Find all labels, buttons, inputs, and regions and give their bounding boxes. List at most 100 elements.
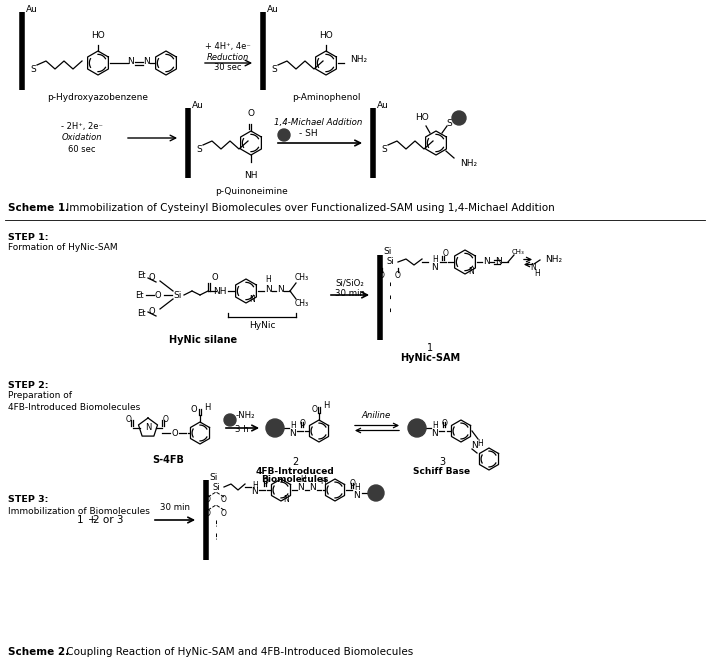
Text: Si: Si [174,291,182,299]
Text: N: N [251,487,258,496]
Text: Immobilization of Biomolecules: Immobilization of Biomolecules [8,506,150,516]
Text: N: N [354,491,361,500]
Text: Au: Au [192,101,204,109]
Text: HO: HO [319,30,333,40]
Text: H: H [290,422,296,430]
Text: N: N [297,483,305,493]
Text: Au: Au [377,101,389,109]
Text: O: O [221,508,227,518]
Text: HyNic-SAM: HyNic-SAM [400,353,460,363]
Text: HO: HO [415,113,429,122]
Text: O: O [155,291,161,299]
Text: CH₃: CH₃ [512,249,525,255]
Text: Aniline: Aniline [361,410,390,420]
Text: Au: Au [267,5,279,13]
Text: H: H [432,422,438,430]
Text: 60 sec: 60 sec [68,144,96,154]
Text: N: N [471,442,477,451]
Text: STEP 3:: STEP 3: [8,495,48,504]
Text: p-Aminophenol: p-Aminophenol [292,93,360,101]
Text: O: O [350,479,356,489]
Text: H: H [354,483,360,493]
Circle shape [452,111,466,125]
Text: 1: 1 [77,515,83,525]
Text: H: H [432,256,438,265]
Text: - SH: - SH [299,128,317,138]
Text: CH₃: CH₃ [295,299,309,308]
Text: Si/SiO₂: Si/SiO₂ [336,279,364,287]
Text: Oxidation: Oxidation [62,134,102,142]
Text: N: N [128,58,134,66]
Text: N: N [249,295,255,305]
Text: p-Hydroxyazobenzene: p-Hydroxyazobenzene [48,93,148,101]
Text: Schiff Base: Schiff Base [413,467,471,475]
Text: 4FB-Introduced: 4FB-Introduced [256,467,334,475]
Circle shape [224,414,236,426]
Text: Et: Et [135,291,143,299]
Text: Preparation of: Preparation of [8,391,72,401]
Text: H: H [300,475,306,485]
Text: N: N [530,263,536,273]
Text: NH: NH [213,287,226,295]
Text: O: O [263,477,269,487]
Text: O: O [311,404,317,414]
Text: H: H [204,404,210,412]
Text: Et: Et [137,271,146,281]
Text: Biomolecules: Biomolecules [261,475,329,485]
Text: N: N [432,263,438,273]
Text: O: O [300,418,306,428]
Text: NH₂: NH₂ [545,256,562,265]
Text: O: O [211,273,218,281]
Text: O: O [190,406,197,414]
Text: Si: Si [383,248,391,256]
Circle shape [368,485,384,501]
Text: N: N [483,256,489,265]
Text: N: N [277,285,283,293]
Circle shape [266,419,284,437]
Text: Au: Au [26,5,38,13]
Text: Scheme 2.: Scheme 2. [8,647,69,657]
Text: Si: Si [212,483,220,491]
Text: H: H [323,401,329,410]
Text: 30 sec: 30 sec [214,64,241,73]
Text: O: O [442,418,448,428]
Text: p-Quinoneimine: p-Quinoneimine [214,187,288,197]
Text: N: N [283,495,289,504]
Text: CH₃: CH₃ [295,273,309,283]
Text: 2: 2 [292,457,298,467]
Text: Coupling Reaction of HyNic-SAM and 4FB-Introduced Biomolecules: Coupling Reaction of HyNic-SAM and 4FB-I… [63,647,413,657]
Text: - 2H⁺, 2e⁻: - 2H⁺, 2e⁻ [61,122,103,132]
Text: O: O [163,416,169,424]
Text: NH₂: NH₂ [460,158,477,167]
Text: S: S [381,144,387,154]
Text: Formation of HyNic-SAM: Formation of HyNic-SAM [8,244,118,252]
Text: 30 min: 30 min [160,504,190,512]
Text: O: O [443,248,449,258]
Text: Si: Si [386,258,394,267]
Text: S: S [446,120,452,128]
Text: Immobilization of Cysteinyl Biomolecules over Functionalized-SAM using 1,4-Micha: Immobilization of Cysteinyl Biomolecules… [63,203,555,213]
Text: N: N [432,428,438,438]
Text: Et: Et [137,310,146,318]
Text: N: N [290,428,296,438]
Text: H: H [477,438,483,448]
Text: HyNic: HyNic [248,320,275,330]
Text: S-4FB: S-4FB [152,455,184,465]
Circle shape [278,129,290,141]
Text: N: N [310,483,317,493]
Text: H: H [252,481,258,489]
Text: S: S [196,144,202,154]
Text: N: N [265,285,271,293]
Text: 1: 1 [427,343,433,353]
Text: HO: HO [91,30,105,40]
Text: N: N [468,267,474,275]
Text: O: O [379,271,385,279]
Text: 4FB-Introduced Biomolecules: 4FB-Introduced Biomolecules [8,402,141,412]
Text: -NH₂: -NH₂ [235,412,255,420]
Text: H: H [265,275,271,285]
Text: O: O [205,508,211,518]
Text: O: O [148,308,155,316]
Text: N: N [495,256,501,265]
Text: O: O [395,271,401,279]
Text: N: N [145,424,151,432]
